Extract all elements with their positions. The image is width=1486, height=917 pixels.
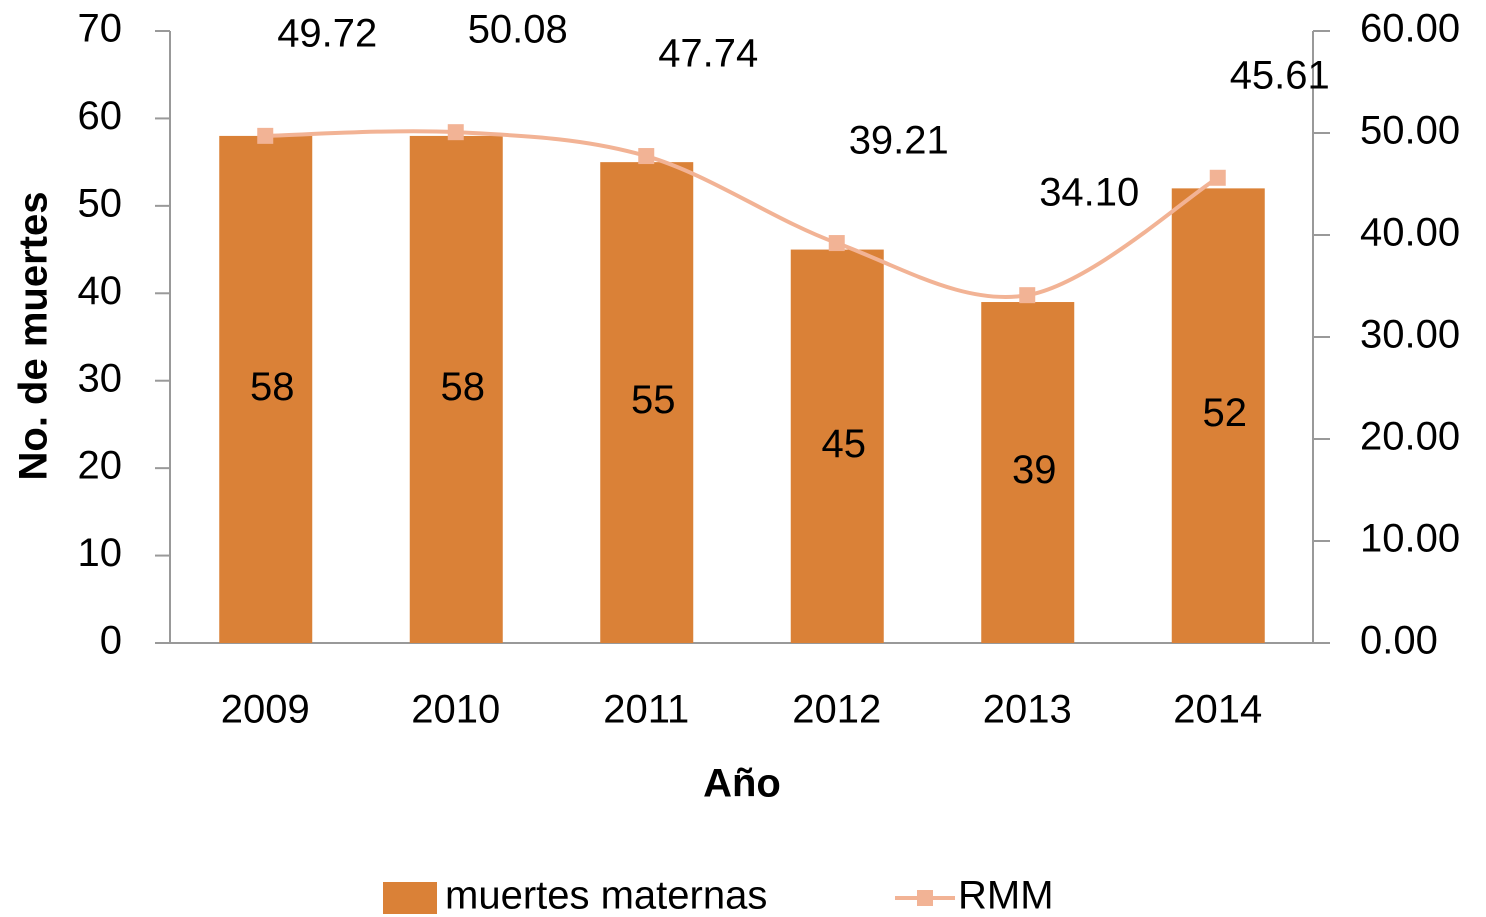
y-axis-title: No. de muertes <box>12 192 56 481</box>
line-marker <box>828 235 845 252</box>
bar-value-label: 58 <box>441 365 486 409</box>
line-marker <box>447 124 464 141</box>
x-tick-label: 2009 <box>221 688 310 732</box>
y-tick-label: 60 <box>78 94 123 138</box>
y-tick-label: 50 <box>78 181 123 225</box>
line-marker <box>638 148 655 165</box>
bar-value-label: 58 <box>250 365 295 409</box>
x-tick-label: 2014 <box>1173 688 1262 732</box>
y2-tick-label: 40.00 <box>1360 211 1460 255</box>
y2-tick-label: 20.00 <box>1360 415 1460 459</box>
bar <box>981 302 1075 643</box>
bar <box>219 135 313 643</box>
y2-tick-label: 10.00 <box>1360 517 1460 561</box>
legend-marker <box>917 890 933 906</box>
legend-label: muertes maternas <box>445 874 767 917</box>
line-value-label: 34.10 <box>1039 171 1139 215</box>
bar-value-label: 52 <box>1203 391 1248 435</box>
y-tick-label: 0 <box>100 619 122 663</box>
line-value-label: 47.74 <box>658 32 758 76</box>
y-tick-label: 40 <box>78 269 123 313</box>
line-marker <box>257 127 274 144</box>
line-value-label: 50.08 <box>468 8 568 52</box>
y-tick-label: 70 <box>78 7 123 51</box>
y2-tick-label: 0.00 <box>1360 619 1438 663</box>
y2-tick-label: 50.00 <box>1360 109 1460 153</box>
line-value-label: 39.21 <box>849 119 949 163</box>
bar <box>790 249 884 644</box>
bar-value-label: 45 <box>822 422 867 466</box>
x-tick-label: 2011 <box>603 688 689 732</box>
y2-tick-label: 30.00 <box>1360 313 1460 357</box>
bar-value-label: 55 <box>631 378 676 422</box>
x-axis-title: Año <box>703 762 781 806</box>
line <box>265 129 1219 299</box>
bar-value-label: 39 <box>1012 448 1057 492</box>
y-tick-label: 30 <box>78 356 123 400</box>
line-marker <box>1209 169 1226 186</box>
y2-tick-label: 60.00 <box>1360 7 1460 51</box>
x-tick-label: 2010 <box>411 688 500 732</box>
bar <box>409 135 503 643</box>
bar <box>1171 188 1265 643</box>
line-value-label: 45.61 <box>1230 53 1330 97</box>
y-tick-label: 10 <box>78 531 123 575</box>
bar <box>600 162 694 643</box>
legend-swatch <box>383 882 437 914</box>
y-tick-label: 20 <box>78 444 123 488</box>
line-value-label: 49.72 <box>277 11 377 55</box>
legend-label: RMM <box>958 874 1054 917</box>
line-marker <box>1019 287 1036 304</box>
x-tick-label: 2013 <box>983 688 1072 732</box>
x-tick-label: 2012 <box>792 688 881 732</box>
